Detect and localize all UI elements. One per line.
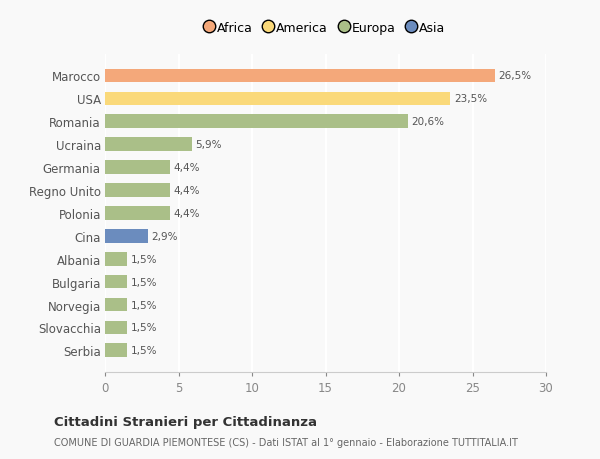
Text: 23,5%: 23,5% bbox=[454, 94, 487, 104]
Text: Cittadini Stranieri per Cittadinanza: Cittadini Stranieri per Cittadinanza bbox=[54, 415, 317, 428]
Bar bbox=[105, 161, 170, 174]
Bar bbox=[105, 275, 127, 289]
Text: 26,5%: 26,5% bbox=[498, 71, 532, 81]
Bar bbox=[105, 230, 148, 243]
Text: 4,4%: 4,4% bbox=[173, 185, 200, 196]
Text: 20,6%: 20,6% bbox=[412, 117, 445, 127]
Bar bbox=[105, 138, 192, 152]
Text: 2,9%: 2,9% bbox=[151, 231, 178, 241]
Text: 1,5%: 1,5% bbox=[131, 300, 157, 310]
Text: COMUNE DI GUARDIA PIEMONTESE (CS) - Dati ISTAT al 1° gennaio - Elaborazione TUTT: COMUNE DI GUARDIA PIEMONTESE (CS) - Dati… bbox=[54, 437, 518, 447]
Bar bbox=[105, 298, 127, 312]
Text: 1,5%: 1,5% bbox=[131, 277, 157, 287]
Bar bbox=[105, 92, 451, 106]
Bar bbox=[105, 321, 127, 335]
Bar bbox=[105, 115, 408, 129]
Text: 1,5%: 1,5% bbox=[131, 323, 157, 333]
Legend: Africa, America, Europa, Asia: Africa, America, Europa, Asia bbox=[200, 17, 451, 40]
Text: 1,5%: 1,5% bbox=[131, 346, 157, 356]
Bar bbox=[105, 252, 127, 266]
Text: 5,9%: 5,9% bbox=[196, 140, 222, 150]
Bar bbox=[105, 184, 170, 197]
Text: 1,5%: 1,5% bbox=[131, 254, 157, 264]
Bar bbox=[105, 344, 127, 358]
Bar bbox=[105, 207, 170, 220]
Text: 4,4%: 4,4% bbox=[173, 163, 200, 173]
Text: 4,4%: 4,4% bbox=[173, 208, 200, 218]
Bar bbox=[105, 69, 494, 83]
